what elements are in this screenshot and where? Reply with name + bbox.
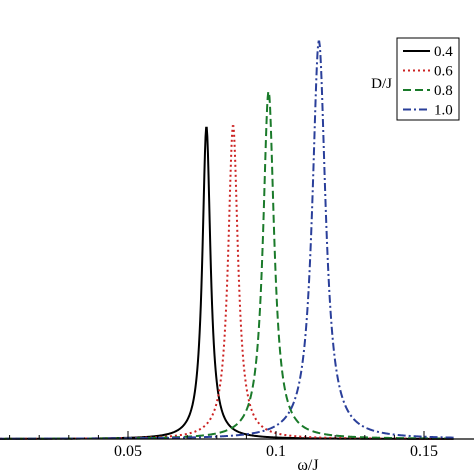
series-line-1-0 [0,40,454,440]
legend-label: 1.0 [434,103,453,119]
series-line-0-6 [0,125,454,440]
legend-title: D/J [371,76,392,92]
x-ticks: 0.05 0.1 0.15 [9,431,438,460]
legend-label: 0.8 [434,83,453,99]
plot-lines [0,40,454,440]
x-tick-label: 0.1 [266,443,286,460]
legend-label: 0.6 [434,64,453,80]
legend-label: 0.4 [434,44,453,60]
series-line-0-4 [0,126,454,440]
legend: D/J 0.4 0.6 0.8 1.0 [371,37,460,121]
x-tick-label: 0.15 [410,443,438,460]
x-axis-label: ω/J [297,457,318,474]
x-tick-label: 0.05 [114,443,142,460]
